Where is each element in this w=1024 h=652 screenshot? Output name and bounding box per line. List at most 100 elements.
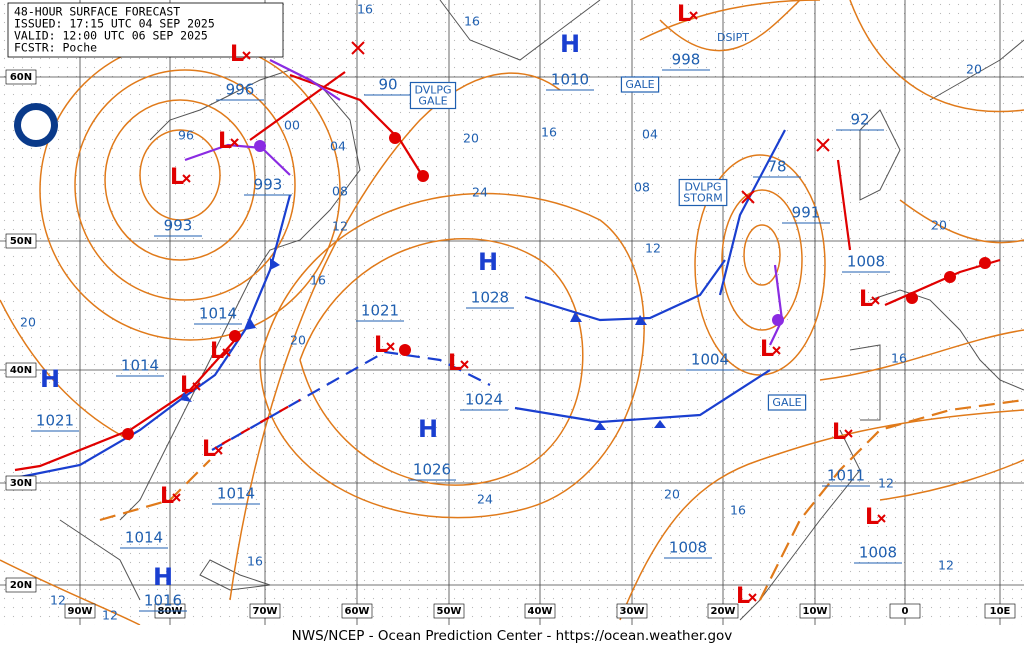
low-center: L (210, 339, 224, 364)
isobar-label: 16 (541, 125, 557, 140)
low-x (242, 51, 251, 60)
lon-label: 20W (711, 606, 736, 617)
isobar-label: 12 (645, 241, 661, 256)
lon-label-box (799, 603, 831, 619)
low-center: L (230, 42, 244, 67)
high-center: H (560, 30, 580, 58)
warning-box (767, 394, 807, 411)
pressure-label: 1014 (217, 485, 255, 503)
low-x (222, 348, 231, 357)
lon-label: 40W (528, 606, 553, 617)
isobar-label: 20 (931, 218, 947, 233)
lon-label: 10W (803, 606, 828, 617)
low-x (748, 593, 757, 602)
lon-label-box (889, 603, 921, 619)
low-center: L (180, 373, 194, 398)
low-center: L (160, 484, 174, 509)
lon-label: 70W (253, 606, 278, 617)
lon-label: 10E (990, 606, 1011, 617)
pressure-label: 991 (792, 204, 821, 222)
isobar-label: 12 (878, 476, 894, 491)
pressure-label: 1011 (827, 467, 865, 485)
pressure-label: 1021 (361, 302, 399, 320)
lon-label: 50W (437, 606, 462, 617)
warning-label: DVLPG STORM (683, 181, 723, 205)
header-line: FCSTR: Poche (14, 41, 97, 55)
isobar-label: 12 (102, 608, 118, 623)
lon-label-box (341, 603, 373, 619)
lon-label-box (433, 603, 465, 619)
isobar-label: 96 (178, 128, 194, 143)
isobar-label: 16 (357, 2, 373, 17)
lat-label-box (5, 362, 37, 378)
isobar-label: 20 (20, 315, 36, 330)
pressure-label: 1026 (413, 461, 451, 479)
isobar-label: 12 (332, 219, 348, 234)
pressure-label: 90 (378, 76, 397, 94)
isobar-label: 20 (290, 333, 306, 348)
high-center: H (418, 415, 438, 443)
low-center: L (448, 351, 462, 376)
low-x (214, 446, 223, 455)
isobar-label: 04 (330, 139, 346, 154)
pressure-label: 1016 (144, 592, 182, 610)
low-x (844, 429, 853, 438)
high-center: H (40, 365, 60, 393)
pressure-label: 993 (164, 217, 193, 235)
high-center: H (478, 248, 498, 276)
pressure-label: 1004 (691, 351, 729, 369)
low-center: L (374, 333, 388, 358)
lon-label: 30W (620, 606, 645, 617)
header-line: ISSUED: 17:15 UTC 04 SEP 2025 (14, 17, 215, 31)
lon-label: 90W (68, 606, 93, 617)
lat-label-box (5, 475, 37, 491)
warning-label: DSIPT (717, 31, 749, 44)
lon-label-box (524, 603, 556, 619)
lat-label-box (5, 69, 37, 85)
pressure-label: 1014 (121, 357, 159, 375)
low-x (871, 296, 880, 305)
isobar-label: 24 (472, 185, 488, 200)
fronts (14, 59, 1024, 601)
isobar-label: 20 (463, 131, 479, 146)
isobar-label: 00 (284, 118, 300, 133)
lon-label-box (249, 603, 281, 619)
low-x (772, 346, 781, 355)
low-center: L (736, 584, 750, 609)
pressure-label: 996 (226, 81, 255, 99)
low-x (192, 382, 201, 391)
high-center: H (153, 563, 173, 591)
low-center: L (202, 437, 216, 462)
low-center: L (832, 420, 846, 445)
pressure-label: 1014 (199, 305, 237, 323)
header-line: 48-HOUR SURFACE FORECAST (14, 5, 180, 19)
lon-label-box (984, 603, 1016, 619)
low-x (386, 342, 395, 351)
isobar-label: 08 (634, 180, 650, 195)
header-box (7, 2, 284, 58)
low-x (460, 360, 469, 369)
warning-box (620, 76, 660, 93)
header-line: VALID: 12:00 UTC 06 SEP 2025 (14, 29, 208, 43)
low-center: L (859, 287, 873, 312)
lat-label: 30N (10, 478, 32, 489)
lat-label: 20N (10, 580, 32, 591)
low-x (689, 11, 698, 20)
warning-label: DVLPG GALE (414, 84, 451, 108)
footer: NWS/NCEP - Ocean Prediction Center - htt… (292, 628, 733, 644)
lon-label-box (64, 603, 96, 619)
dissipating-marks (351, 41, 830, 204)
lat-label: 50N (10, 236, 32, 247)
warning-box (409, 81, 457, 110)
lat-label: 60N (10, 72, 32, 83)
warning-label: GALE (772, 396, 801, 409)
isobar-label: 16 (891, 351, 907, 366)
warning-box (678, 178, 728, 207)
map-background (0, 0, 1024, 625)
lon-label: 60W (345, 606, 370, 617)
lon-label: 0 (902, 606, 909, 617)
lat-label-box (5, 577, 37, 593)
pressure-label: 1021 (36, 412, 74, 430)
